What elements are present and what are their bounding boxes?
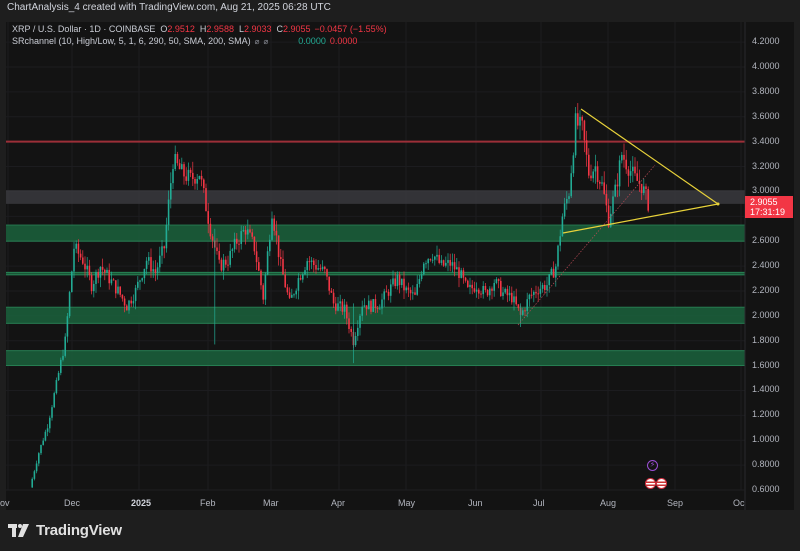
last-price-tag: 2.9055 17:31:19 <box>745 196 793 218</box>
time-axis-label: Apr <box>331 498 346 508</box>
last-price: 2.9055 <box>750 197 778 207</box>
price-axis-label: 0.8000 <box>752 459 780 470</box>
chart-caption: ChartAnalysis_4 created with TradingView… <box>7 2 331 13</box>
price-axis-label: 1.6000 <box>752 359 780 370</box>
price-axis-label: 1.8000 <box>752 334 780 345</box>
time-axis-label: Oc <box>733 498 745 508</box>
time-axis-label: Dec <box>64 498 81 508</box>
time-axis-label: ov <box>0 498 10 508</box>
sr-zones <box>6 140 745 367</box>
price-axis-label: 3.6000 <box>752 110 780 121</box>
legend: XRP / U.S. Dollar · 1D · COINBASE O 2.951… <box>12 23 387 48</box>
price-axis-label: 1.0000 <box>752 434 780 445</box>
price-axis-label: 4.2000 <box>752 36 780 47</box>
high-value: 2.9588 <box>206 24 234 34</box>
time-axis-label: Mar <box>263 498 279 508</box>
close-value: 2.9055 <box>283 24 311 34</box>
brand-name: TradingView <box>36 522 122 539</box>
hidden-icon[interactable]: ⌀ <box>263 37 269 46</box>
change-value: −0.0457 (−1.55%) <box>314 24 387 34</box>
lightning-event-icon[interactable]: ⚡ <box>647 460 658 471</box>
candles <box>31 103 649 488</box>
price-axis-label: 3.0000 <box>752 185 780 196</box>
low-value: 2.9033 <box>243 24 272 34</box>
price-axis-label: 2.4000 <box>752 260 780 271</box>
indicator-value-1: 0.0000 <box>298 36 326 46</box>
time-axis-label: May <box>398 498 416 508</box>
tradingview-logo-icon <box>8 524 29 537</box>
price-axis-label: 2.0000 <box>752 309 780 320</box>
us-flag-event-icon[interactable] <box>645 478 656 489</box>
us-flag-event-icon[interactable] <box>656 478 667 489</box>
time-axis-label: Feb <box>200 498 216 508</box>
price-axis-label: 1.4000 <box>752 384 780 395</box>
bar-countdown: 17:31:19 <box>750 207 786 217</box>
price-axis-label: 3.2000 <box>752 160 780 171</box>
hidden-icon[interactable]: ⌀ <box>254 37 260 46</box>
price-axis-label: 2.2000 <box>752 284 780 295</box>
triangle-drawing <box>517 108 720 326</box>
indicator-value-2: 0.0000 <box>329 36 358 46</box>
time-axis-label: Sep <box>667 498 684 508</box>
price-axis-label: 0.6000 <box>752 484 780 494</box>
price-axis-label: 3.4000 <box>752 135 780 146</box>
price-axis-label: 1.2000 <box>752 409 780 420</box>
legend-indicator-row[interactable]: SRchannel (10, High/Low, 5, 1, 6, 290, 5… <box>12 35 387 48</box>
open-value: 2.9512 <box>167 24 195 34</box>
legend-symbol-row[interactable]: XRP / U.S. Dollar · 1D · COINBASE O 2.951… <box>12 24 387 34</box>
tradingview-logo[interactable]: TradingView <box>8 522 122 539</box>
price-axis-label: 4.0000 <box>752 61 780 72</box>
price-axis-label: 3.8000 <box>752 85 780 96</box>
time-axis-label: Aug <box>600 498 617 508</box>
time-axis-label: Jul <box>533 498 545 508</box>
time-axis-label: Jun <box>468 498 483 508</box>
symbol-label: XRP / U.S. Dollar · 1D · COINBASE <box>12 24 156 34</box>
grid-lines <box>6 22 745 491</box>
time-axis-label: 2025 <box>131 498 152 508</box>
price-axis-label: 2.6000 <box>752 235 780 246</box>
indicator-label: SRchannel (10, High/Low, 5, 1, 6, 290, 5… <box>12 36 251 46</box>
